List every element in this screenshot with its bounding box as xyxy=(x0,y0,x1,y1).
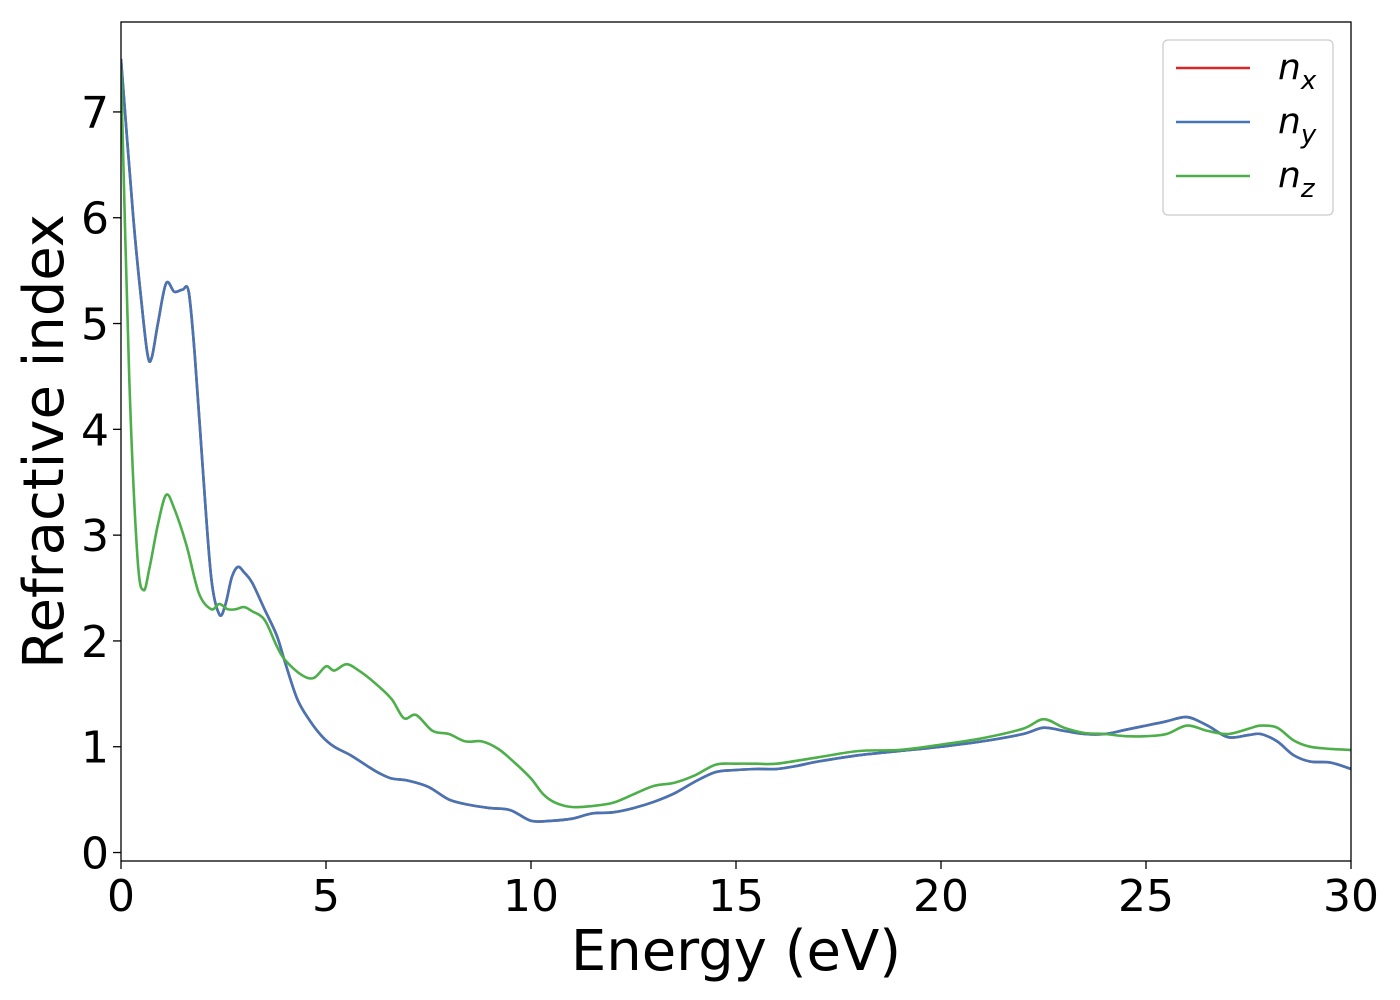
legend-label-sub: x xyxy=(1300,66,1317,96)
x-tick-label: 15 xyxy=(708,871,764,922)
x-tick-label: 5 xyxy=(312,871,340,922)
x-axis-label: Energy (eV) xyxy=(571,919,901,984)
legend-box xyxy=(1162,39,1334,216)
y-tick-label: 1 xyxy=(81,723,109,774)
y-axis-label: Refractive index xyxy=(12,214,77,669)
x-tick-label: 25 xyxy=(1118,871,1174,922)
y-tick-label: 6 xyxy=(81,194,109,245)
legend-label-sub: y xyxy=(1300,120,1317,150)
y-tick-label: 5 xyxy=(81,300,109,351)
y-tick-label: 0 xyxy=(81,829,109,880)
y-tick-label: 4 xyxy=(81,405,109,456)
legend-label-main: n xyxy=(1278,101,1301,142)
x-tick-label: 10 xyxy=(503,871,559,922)
series-nz-line xyxy=(121,69,1351,809)
legend-entry-nx: nx xyxy=(1176,47,1317,96)
legend-label-main: n xyxy=(1278,47,1301,88)
legend-label: ny xyxy=(1278,101,1317,150)
x-tick-label: 0 xyxy=(107,871,135,922)
legend-label: nx xyxy=(1278,47,1317,96)
y-tick-label: 2 xyxy=(81,617,109,668)
legend-label-main: n xyxy=(1278,155,1301,196)
y-tick-label: 7 xyxy=(81,88,109,139)
x-tick-label: 30 xyxy=(1323,871,1379,922)
legend-entry-nz: nz xyxy=(1176,155,1316,204)
ticks: 0 5 10 15 20 25 30 0 1 2 3 4 5 6 7 xyxy=(81,88,1379,922)
plot-area xyxy=(121,58,1351,823)
x-tick-label: 20 xyxy=(913,871,969,922)
axes-frame xyxy=(120,21,1352,862)
legend-label-sub: z xyxy=(1300,174,1316,204)
y-tick-label: 3 xyxy=(81,511,109,562)
series-ny-line xyxy=(121,58,1351,823)
legend-label: nz xyxy=(1278,155,1316,204)
legend-entry-ny: ny xyxy=(1176,101,1317,150)
